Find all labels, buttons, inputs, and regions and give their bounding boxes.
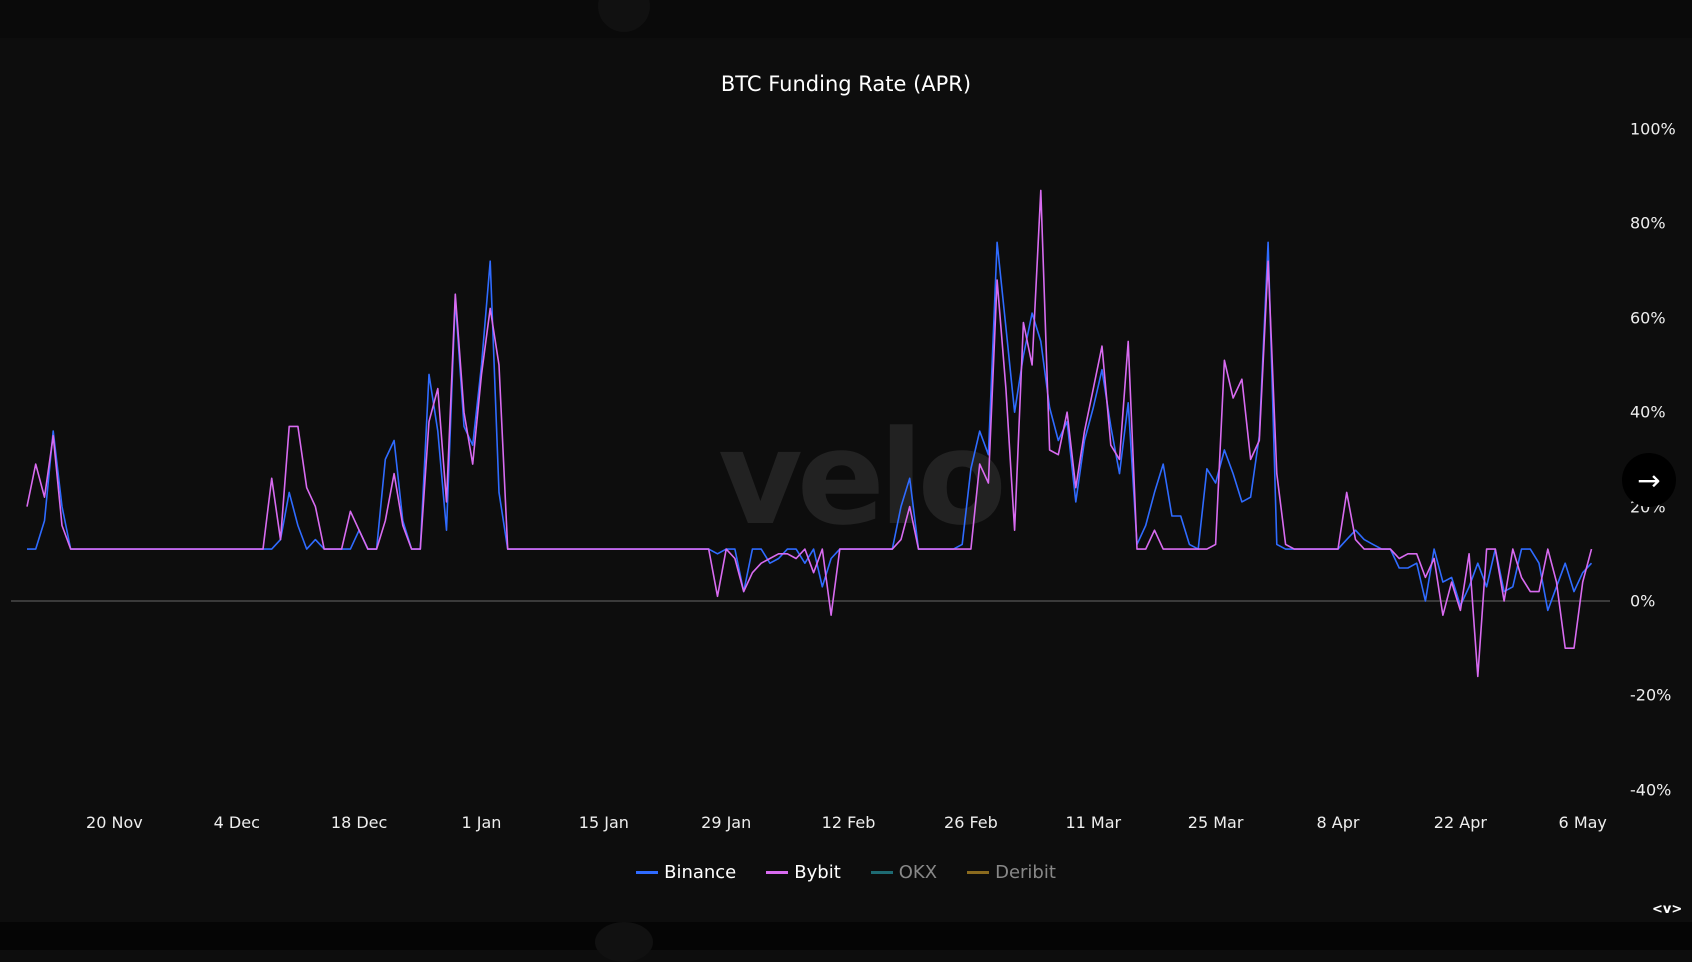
top-strip: [0, 0, 1692, 38]
chart-title: BTC Funding Rate (APR): [720, 72, 972, 96]
legend-label: Deribit: [995, 862, 1056, 883]
x-tick-label: 1 Jan: [461, 813, 502, 832]
x-tick-label: 6 May: [1558, 813, 1607, 832]
y-tick-label: 100%: [1630, 119, 1676, 139]
legend-label: Binance: [664, 862, 737, 883]
legend-item-okx[interactable]: OKX: [870, 862, 938, 883]
avatar: [595, 922, 653, 962]
x-tick-label: 25 Mar: [1187, 813, 1244, 832]
next-arrow-button[interactable]: →: [1622, 453, 1676, 507]
bottom-strip: [0, 922, 1692, 962]
x-tick-label: 8 Apr: [1316, 813, 1360, 832]
y-tick-label: -40%: [1630, 780, 1672, 800]
x-tick-label: 29 Jan: [701, 813, 752, 832]
x-tick-label: 4 Dec: [213, 813, 260, 832]
series-line-binance: [27, 241, 1593, 612]
legend: Binance Bybit OKX Deribit: [0, 862, 1692, 883]
legend-swatch: [636, 871, 659, 874]
arrow-right-icon: →: [1637, 463, 1661, 497]
y-tick-label: -20%: [1630, 685, 1672, 705]
carousel-nav[interactable]: <v>: [1652, 902, 1683, 917]
x-tick-label: 12 Feb: [821, 813, 876, 832]
y-tick-label: 80%: [1630, 213, 1666, 233]
legend-item-binance[interactable]: Binance: [636, 862, 736, 883]
x-tick-label: 11 Mar: [1065, 813, 1122, 832]
legend-swatch: [967, 871, 990, 874]
velo-watermark-logo: velo: [718, 402, 1007, 554]
y-tick-label: 40%: [1630, 402, 1666, 422]
x-tick-label: 15 Jan: [578, 813, 629, 832]
legend-swatch: [766, 871, 789, 874]
y-tick-label: 60%: [1630, 308, 1666, 328]
series-line-bybit: [26, 189, 1593, 678]
legend-label: OKX: [898, 862, 938, 883]
x-tick-label: 20 Nov: [86, 813, 143, 832]
x-tick-label: 22 Apr: [1433, 813, 1487, 832]
y-tick-label: 0%: [1630, 591, 1656, 611]
legend-item-deribit[interactable]: Deribit: [967, 862, 1056, 883]
legend-swatch: [870, 871, 893, 874]
legend-item-bybit[interactable]: Bybit: [766, 862, 841, 883]
legend-label: Bybit: [794, 862, 841, 883]
x-tick-label: 26 Feb: [944, 813, 998, 832]
x-tick-label: 18 Dec: [330, 813, 388, 832]
